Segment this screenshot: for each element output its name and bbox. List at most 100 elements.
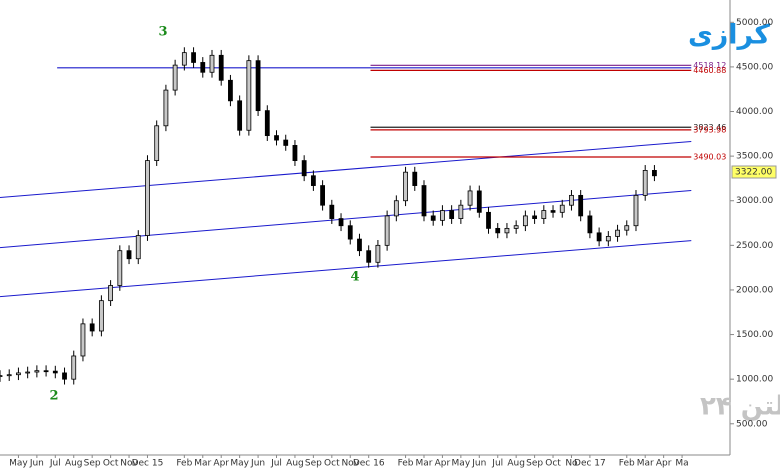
x-tick-label: Ma	[675, 459, 688, 469]
candle-body	[430, 215, 436, 221]
x-tick-label: Sep	[526, 459, 543, 469]
candle-body	[467, 190, 473, 206]
candle-body	[135, 235, 141, 260]
candle-body	[384, 215, 390, 246]
candle-body	[218, 54, 224, 81]
x-tick-label: Oct	[545, 459, 561, 469]
price-badge	[731, 165, 777, 179]
candle-body	[652, 170, 657, 177]
y-tick-label: 1500.00	[736, 330, 773, 340]
candle-body	[237, 100, 243, 131]
candle-body	[43, 370, 49, 373]
candle-body	[163, 89, 169, 127]
candle-body	[301, 160, 307, 177]
candle-body	[126, 250, 132, 260]
x-tick-label: Feb	[619, 459, 635, 469]
candle-body	[504, 227, 510, 234]
x-tick-label: Sep	[305, 459, 322, 469]
x-tick-label: Mar	[637, 459, 654, 469]
candle-body	[449, 210, 455, 219]
candle-body	[633, 194, 639, 227]
y-tick-label: 4000.00	[736, 107, 773, 117]
candle-body	[569, 194, 574, 206]
candle-body	[52, 370, 58, 374]
trend-line	[0, 240, 692, 298]
candle-body	[486, 211, 491, 229]
candle-body	[458, 204, 464, 219]
candle-body	[320, 185, 326, 206]
candle-body	[283, 139, 289, 146]
candle-body	[357, 238, 362, 252]
candle-body	[587, 215, 593, 234]
candle-body	[181, 52, 187, 66]
candle-body	[366, 250, 372, 263]
candle-body	[228, 79, 233, 102]
x-tick-label: Jun	[29, 459, 44, 469]
candle-body	[596, 232, 602, 242]
candle-body	[605, 236, 611, 242]
candle-body	[25, 371, 31, 374]
x-tick-label: Apr	[435, 459, 451, 469]
x-tick-label: Feb	[176, 459, 192, 469]
candle-body	[255, 60, 261, 112]
candle-body	[393, 200, 399, 217]
candle-body	[522, 215, 528, 227]
candle-body	[172, 64, 178, 91]
x-tick-label: May	[452, 459, 471, 469]
level-label: 4460.88	[693, 66, 726, 75]
x-tick-label: May	[9, 459, 28, 469]
candle-body	[310, 175, 316, 186]
level-label: 4518.12	[693, 61, 726, 70]
x-tick-label: Apr	[213, 459, 229, 469]
candle-body	[412, 171, 418, 186]
x-tick-label: Dec 16	[353, 459, 385, 469]
x-tick-label: Jul	[49, 459, 61, 469]
plot-area	[0, 47, 692, 385]
candle-body	[329, 204, 335, 219]
candle-body	[145, 160, 150, 236]
level-label: 3793.98	[693, 125, 726, 134]
y-tick-label: 2000.00	[736, 285, 773, 295]
x-tick-label: Mar	[415, 459, 432, 469]
x-tick-label: Dec 15	[132, 459, 164, 469]
candle-body	[154, 125, 160, 161]
candle-body	[642, 170, 648, 196]
x-tick-label: Oct	[103, 459, 119, 469]
wave-label: 4	[350, 270, 359, 285]
candle-body	[624, 225, 630, 231]
y-tick-label: 4500.00	[736, 62, 773, 72]
candle-body	[16, 372, 21, 376]
candle-body	[71, 355, 77, 380]
candle-body	[246, 60, 252, 131]
x-tick-label: Apr	[656, 459, 672, 469]
wave-label: 3	[158, 25, 167, 40]
candle-body	[440, 210, 445, 221]
chart-title: کرازی	[688, 20, 770, 51]
level-label: 3490.03	[693, 153, 726, 162]
candle-body	[476, 190, 482, 213]
candle-body	[108, 285, 114, 302]
x-tick-label: Sep	[84, 459, 101, 469]
candle-body	[495, 227, 501, 234]
candle-body	[80, 323, 86, 357]
candle-body	[532, 215, 537, 219]
candle-body	[421, 185, 427, 217]
candle-body	[292, 145, 298, 161]
y-tick-label: 500.00	[736, 419, 768, 429]
level-label: 3823.46	[693, 123, 726, 132]
x-tick-label: Aug	[507, 459, 525, 469]
candle-body	[34, 370, 40, 373]
candle-body	[209, 54, 215, 73]
y-tick-label: 3000.00	[736, 196, 773, 206]
y-tick-label: 5000.00	[736, 18, 773, 28]
candle-body	[615, 229, 620, 237]
candle-body	[541, 210, 547, 219]
candle-body	[338, 218, 344, 227]
candle-body	[89, 323, 95, 332]
x-tick-label: Nov	[120, 459, 138, 469]
candle-body	[347, 225, 353, 240]
x-tick-label: Jun	[250, 459, 265, 469]
candle-body	[403, 171, 408, 202]
